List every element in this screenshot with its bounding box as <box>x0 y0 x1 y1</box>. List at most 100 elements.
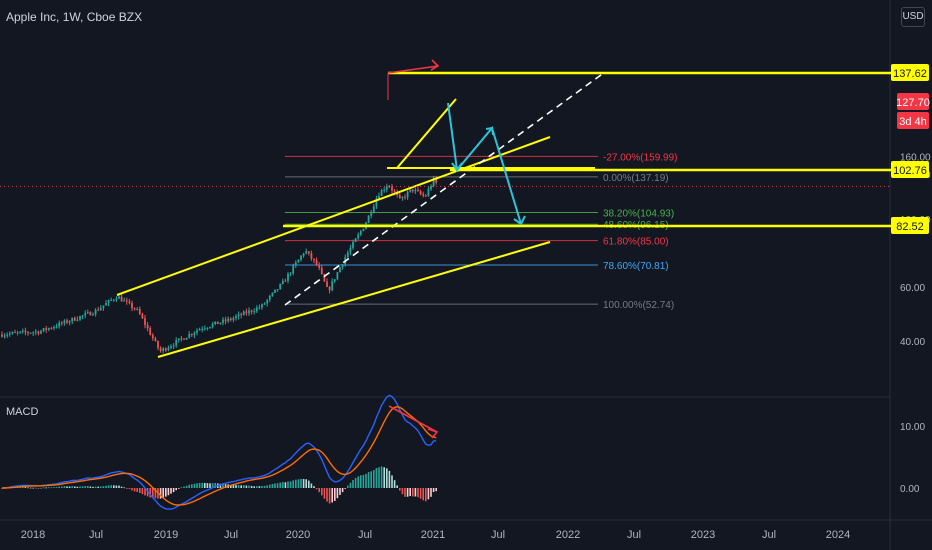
time-axis-label: Jul <box>491 529 505 541</box>
macd-histogram-bar <box>253 486 255 488</box>
candle-body <box>352 241 354 248</box>
currency-button[interactable]: USD <box>901 7 925 27</box>
macd-histogram-bar <box>367 472 370 488</box>
candle-body <box>133 308 136 310</box>
macd-histogram-bar <box>287 481 289 488</box>
projection-arrowhead-2 <box>485 126 494 136</box>
macd-histogram-bar <box>183 486 185 488</box>
macd-histogram-bar <box>406 488 409 497</box>
time-axis-label: 2019 <box>154 529 178 541</box>
macd-histogram-bar <box>380 466 383 488</box>
candle-body <box>258 307 261 309</box>
macd-histogram-bar <box>401 488 404 495</box>
macd-histogram-bar <box>261 485 263 488</box>
wedge-line[interactable] <box>396 98 457 169</box>
time-axis-label: Jul <box>762 529 776 541</box>
candle-body <box>206 327 209 329</box>
candle-body <box>50 328 53 330</box>
candle-body <box>60 322 63 324</box>
candle-body <box>235 316 237 319</box>
macd-histogram-bar <box>131 488 133 491</box>
channel-lower-line[interactable] <box>157 241 551 358</box>
candle-body <box>112 299 115 301</box>
candle-body <box>266 299 269 304</box>
candle-body <box>294 262 297 266</box>
macd-histogram-bar <box>32 487 34 489</box>
macd-histogram-bar <box>37 488 40 489</box>
macd-histogram-bar <box>328 488 331 504</box>
macd-histogram-bar <box>240 485 242 488</box>
macd-histogram-bar <box>386 468 388 488</box>
candle-body <box>172 345 175 347</box>
macd-histogram-bar <box>232 485 235 488</box>
macd-histogram-bar <box>276 483 279 488</box>
macd-histogram-bar <box>222 483 224 488</box>
macd-histogram-bar <box>370 471 372 488</box>
candle-body <box>42 328 45 331</box>
projection-path[interactable] <box>447 102 522 225</box>
candle-body <box>385 186 388 190</box>
macd-histogram-bar <box>308 480 310 488</box>
macd-histogram-bar <box>373 470 375 488</box>
macd-histogram-bar <box>68 486 71 488</box>
candle-body <box>86 312 89 314</box>
candle-body <box>138 308 141 314</box>
candle-body <box>214 321 217 324</box>
time-axis-label: 2022 <box>556 529 580 541</box>
price-tag-bg <box>891 64 929 81</box>
macd-histogram-bar <box>141 488 144 495</box>
candle-body <box>107 300 110 304</box>
candle-body <box>136 308 139 310</box>
fib-level-label: 0.00%(137.19) <box>603 173 669 184</box>
candle-body <box>196 330 198 333</box>
price-axis-tick: 160.00 <box>900 152 931 163</box>
candle-body <box>279 283 282 290</box>
macd-histogram-bar <box>42 487 45 489</box>
time-axis-label: 2021 <box>421 529 445 541</box>
candle-body <box>375 198 378 207</box>
macd-histogram-bar <box>347 485 349 488</box>
drawings[interactable] <box>116 59 891 439</box>
macd-histogram-bar <box>144 488 146 496</box>
macd-histogram-bar <box>284 482 287 488</box>
candle-body <box>118 296 120 299</box>
macd-histogram-bar <box>352 480 354 488</box>
trendline-dashed[interactable] <box>284 71 606 306</box>
macd-histogram-bar <box>100 486 102 488</box>
macd-histogram-bar <box>271 484 274 488</box>
macd-histogram-bar <box>126 488 128 489</box>
candle-body <box>76 319 79 321</box>
candle-body <box>55 326 58 328</box>
candle-body <box>157 340 159 348</box>
candle-body <box>435 177 438 183</box>
macd-histogram-bar <box>165 488 167 497</box>
divergence-line-price[interactable] <box>387 65 439 74</box>
macd-histogram-bar <box>417 488 419 498</box>
candle-body <box>318 264 321 268</box>
macd-histogram-bar <box>404 488 406 497</box>
macd-histogram-bar <box>22 486 24 488</box>
candle-body <box>422 194 425 196</box>
candle-body <box>66 320 68 323</box>
projection-arrowhead-1 <box>451 162 463 172</box>
macd-histogram-bar <box>321 488 323 496</box>
candle-body <box>297 259 300 263</box>
macd-histogram-bar <box>89 486 92 488</box>
fib-level-label: -27.00%(159.99) <box>603 152 678 163</box>
fib-level-label: 38.20%(104.93) <box>603 209 674 220</box>
candle-body <box>73 317 76 321</box>
price-tag-label: 127.70 <box>896 97 930 109</box>
price-tag-bg <box>891 161 929 178</box>
channel-upper-line[interactable] <box>116 136 551 296</box>
divergence-line-macd[interactable] <box>388 405 438 433</box>
macd-histogram-bar <box>409 488 411 497</box>
candle-body <box>245 311 248 314</box>
macd-histogram-bar <box>292 480 294 488</box>
macd-histogram-bar <box>344 488 346 489</box>
candle-body <box>391 186 393 191</box>
time-axis-label: Jul <box>224 529 238 541</box>
fibonacci-retracement[interactable]: -27.00%(159.99) 0.00%(137.19) 38.20%(104.9… <box>285 152 678 311</box>
candle-body <box>388 186 391 188</box>
candle-body <box>32 332 35 334</box>
